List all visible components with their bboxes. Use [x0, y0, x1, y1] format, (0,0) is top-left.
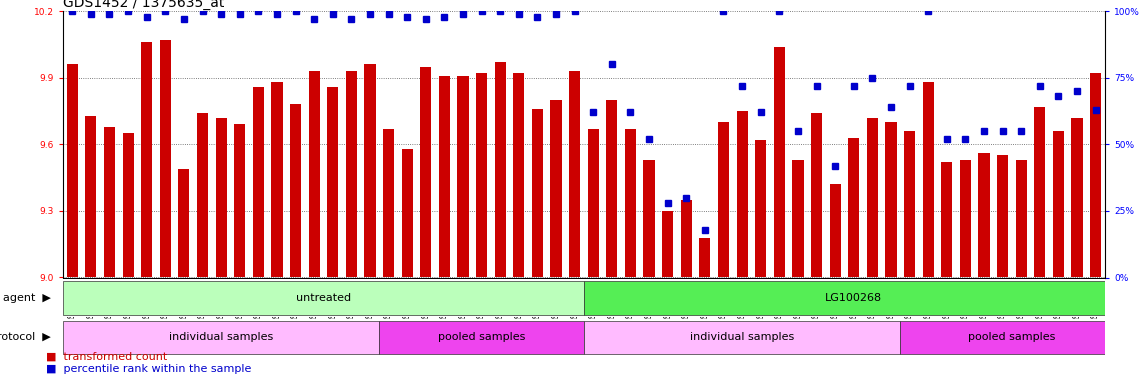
Bar [123, 133, 134, 278]
Bar [885, 122, 897, 278]
Bar [607, 100, 617, 278]
Text: LG100268: LG100268 [826, 293, 883, 303]
Text: pooled samples: pooled samples [437, 333, 526, 342]
Bar [736, 111, 748, 278]
Bar [584, 281, 1123, 315]
Bar [253, 87, 263, 278]
Bar [625, 129, 637, 278]
Bar [63, 321, 379, 354]
Bar [235, 124, 245, 278]
Bar [290, 104, 301, 278]
Bar [86, 116, 96, 278]
Bar [960, 160, 971, 278]
Bar [700, 237, 711, 278]
Bar [160, 40, 171, 278]
Bar [1016, 160, 1027, 278]
Bar [476, 74, 488, 278]
Bar [551, 100, 562, 278]
Bar [66, 64, 78, 278]
Bar [848, 138, 860, 278]
Bar [584, 321, 900, 354]
Bar [179, 169, 190, 278]
Bar [905, 131, 915, 278]
Bar [756, 140, 766, 278]
Bar [811, 113, 822, 278]
Bar [439, 76, 450, 278]
Bar [979, 153, 989, 278]
Bar [63, 281, 584, 315]
Bar [402, 149, 413, 278]
Bar [587, 129, 599, 278]
Bar [1072, 118, 1083, 278]
Bar [718, 122, 729, 278]
Bar [1090, 74, 1101, 278]
Bar [569, 71, 581, 278]
Text: protocol  ▶: protocol ▶ [0, 333, 50, 342]
Text: untreated: untreated [295, 293, 352, 303]
Bar [458, 76, 468, 278]
Bar [379, 321, 584, 354]
Bar [364, 64, 376, 278]
Bar [774, 47, 785, 278]
Bar [941, 162, 953, 278]
Bar [830, 184, 840, 278]
Bar [197, 113, 208, 278]
Text: GDS1452 / 1375635_at: GDS1452 / 1375635_at [63, 0, 224, 10]
Bar [662, 211, 673, 278]
Bar [215, 118, 227, 278]
Bar [997, 156, 1009, 278]
Bar [1053, 131, 1064, 278]
Bar [309, 71, 319, 278]
Bar [141, 42, 152, 278]
Bar [346, 71, 357, 278]
Bar [532, 109, 543, 278]
Bar [900, 321, 1123, 354]
Bar [495, 62, 506, 278]
Bar [382, 129, 394, 278]
Bar [513, 74, 524, 278]
Bar [681, 200, 692, 278]
Bar [271, 82, 283, 278]
Bar [643, 160, 655, 278]
Bar [327, 87, 339, 278]
Bar [104, 127, 114, 278]
Bar [867, 118, 878, 278]
Bar [420, 67, 432, 278]
Text: individual samples: individual samples [169, 333, 274, 342]
Text: ■  transformed count: ■ transformed count [46, 351, 167, 361]
Bar [1034, 106, 1045, 278]
Bar [923, 82, 934, 278]
Text: individual samples: individual samples [690, 333, 795, 342]
Text: agent  ▶: agent ▶ [2, 293, 50, 303]
Text: pooled samples: pooled samples [969, 333, 1056, 342]
Bar [792, 160, 804, 278]
Text: ■  percentile rank within the sample: ■ percentile rank within the sample [46, 364, 251, 374]
